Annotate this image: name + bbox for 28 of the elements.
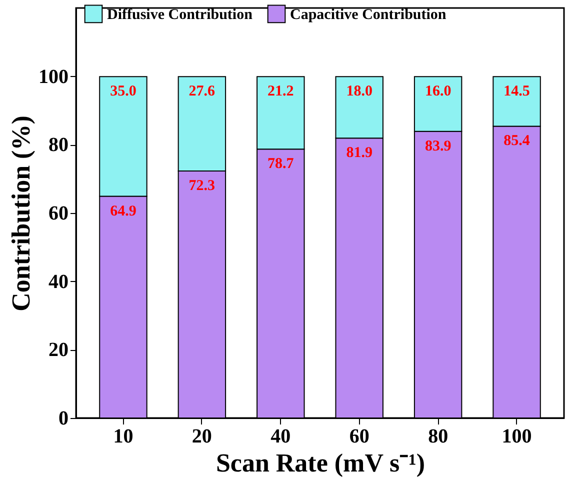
x-tick-label: 40 xyxy=(270,426,291,448)
y-tick-label: 60 xyxy=(48,202,68,224)
x-tick-label: 100 xyxy=(502,426,532,448)
y-axis-title: Contribution (%) xyxy=(6,116,36,312)
y-tick-label: 80 xyxy=(48,134,68,156)
data-label: 35.0 xyxy=(110,84,136,100)
data-label: 27.6 xyxy=(188,84,216,100)
data-label: 83.9 xyxy=(424,138,452,154)
x-tick-label: 80 xyxy=(428,426,448,448)
data-label: 14.5 xyxy=(504,84,530,100)
data-label: 81.9 xyxy=(346,145,372,162)
data-label: 72.3 xyxy=(188,178,216,194)
data-label: 85.4 xyxy=(504,133,530,150)
y-tick-label: 0 xyxy=(58,408,68,430)
data-label: 64.9 xyxy=(110,203,136,220)
y-tick-label: 100 xyxy=(38,66,68,88)
x-axis-title: Scan Rate (mV s⁻¹) xyxy=(216,448,426,478)
data-label: 18.0 xyxy=(346,84,372,100)
data-label: 16.0 xyxy=(424,84,452,100)
data-label: 78.7 xyxy=(268,156,294,172)
legend-label: Capacitive Contribution xyxy=(290,6,447,23)
y-tick-label: 40 xyxy=(48,270,68,293)
legend-label: Diffusive Contribution xyxy=(107,6,254,23)
y-tick-label: 20 xyxy=(48,339,68,362)
x-tick-label: 10 xyxy=(113,426,134,448)
x-tick-label: 20 xyxy=(192,426,212,448)
data-label: 21.2 xyxy=(268,84,294,100)
x-tick-label: 60 xyxy=(349,426,370,448)
